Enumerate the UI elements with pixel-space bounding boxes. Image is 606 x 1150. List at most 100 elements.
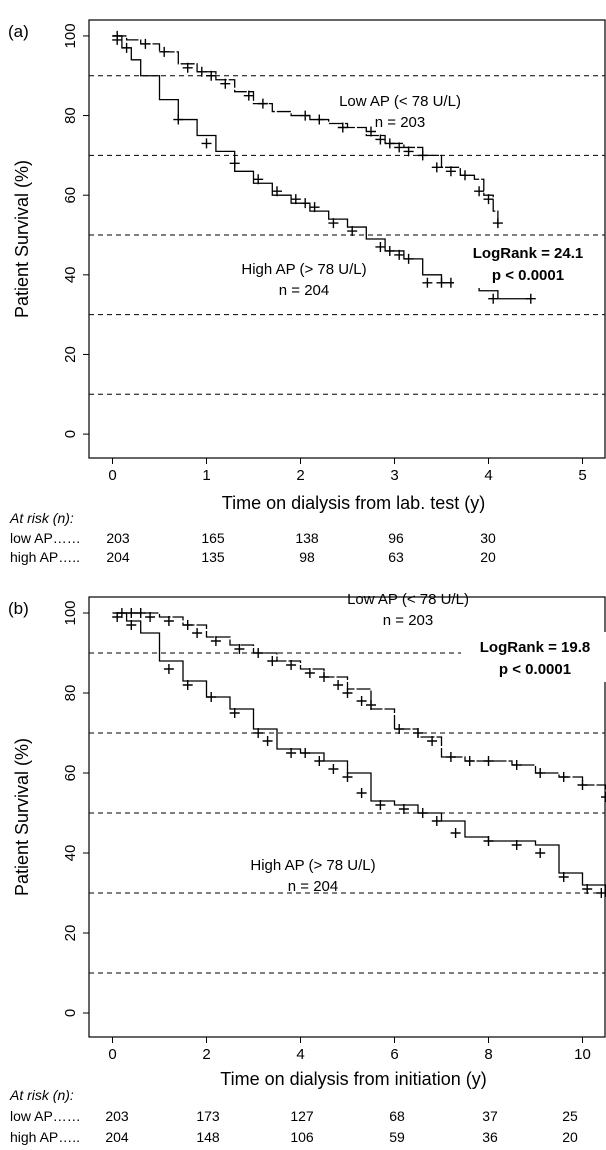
panel-a-high-ap-censor-mark [384, 245, 395, 256]
panel-a-high-ap-censor-mark [272, 186, 282, 197]
panel-a-high-ap-censor-mark [112, 34, 123, 45]
panel-b-high-ap-censor-mark [431, 816, 442, 826]
panel-b-low-ap-censor-mark [210, 636, 221, 646]
panel-b-high-ap-censor-mark [163, 664, 174, 674]
panel-a-high-ap-censor-mark [375, 241, 386, 252]
panel-b-low-ap-censor-mark [135, 608, 146, 618]
panel-b-at-risk-value: 68 [389, 1108, 405, 1124]
panel-a-xtick-label: 4 [484, 467, 492, 484]
panel-a-at-risk-title: At risk (n): [9, 510, 74, 526]
panel-b-ytick-label: 60 [62, 765, 79, 782]
panel-b-high-ap-censor-mark [182, 680, 193, 690]
panel-b-high-ap-censor-mark [450, 828, 461, 838]
panel-a-low-ap-censor-mark [403, 146, 414, 157]
panel-a-xtick-label: 3 [390, 467, 398, 484]
panel-a-low-ap-censor-mark [445, 166, 456, 177]
panel-b-high-ap-censor-mark [229, 708, 240, 718]
panel-a-at-risk-value: 30 [480, 530, 496, 546]
panel-b-low-ap-censor-mark [342, 688, 353, 698]
panel-a-low-ap-censor-mark [159, 46, 170, 57]
panel-b-high-ap-censor-mark [356, 788, 367, 798]
panel-a-low-ap-censor-mark [220, 78, 231, 89]
panel-a-xtick-label: 2 [296, 467, 304, 484]
panel-b-low-ap-censor-mark [483, 756, 494, 766]
panel-a-low-ap-censor-mark [140, 38, 151, 49]
panel-a-at-risk-value: 165 [201, 530, 225, 546]
panel-b-low-ap-censor-mark [182, 620, 193, 630]
panel-a-low-ap-censor-mark [492, 218, 503, 229]
panel-b-high-ap-survival-curve [112, 612, 606, 897]
panel-a-at-risk-value: 63 [388, 549, 404, 565]
panel-a-ytick-label: 100 [62, 23, 79, 48]
panel-b-at-risk-value: 106 [290, 1129, 314, 1145]
panel-b-high-ap-censor-mark [342, 772, 353, 782]
panel-b-low-ap-censor-mark [234, 644, 245, 654]
panel-a-high-ap-censor-mark [488, 293, 499, 304]
panel-b-at-risk-value: 36 [482, 1129, 498, 1145]
panel-a-high-ap-censor-mark [201, 138, 212, 149]
panel-a-low-ap-censor-mark [375, 134, 386, 145]
panel-a-label: (a) [8, 22, 29, 41]
panel-a-ytick-label: 40 [62, 266, 79, 283]
panel-b-low-ap-censor-mark [601, 792, 606, 802]
panel-b-high-ap-censor-mark [417, 808, 428, 818]
panel-a-at-risk-value: 98 [299, 549, 315, 565]
panel-b-high-ap-censor-mark [596, 888, 606, 898]
panel-a-high-ap-censor-mark [436, 277, 447, 288]
panel-b-low-ap-censor-mark [427, 736, 438, 746]
panel-b-y-axis-label: Patient Survival (%) [12, 738, 32, 896]
panel-b-at-risk-row-label: low AP…… [10, 1108, 81, 1124]
panel-b-frame [88, 596, 606, 1038]
panel-b-low-ap-censor-mark [304, 668, 315, 678]
panel-b-at-risk-value: 59 [389, 1129, 405, 1145]
panel-b-low-ap-censor-mark [394, 724, 405, 734]
panel-a: (a) 0 20 40 60 80 100 0 1 2 3 4 5 Patient Survival (%… [8, 19, 606, 565]
panel-b-at-risk-value: 203 [105, 1108, 129, 1124]
panel-a-high-ap-label: High AP (> 78 U/L) [241, 261, 366, 278]
panel-b-high-ap-censor-mark [300, 748, 311, 758]
panel-b-at-risk-value: 20 [562, 1129, 578, 1145]
panel-a-high-ap-censor-mark [253, 174, 264, 185]
panel-a-low-ap-n-label: n = 203 [375, 114, 425, 131]
panel-b-ytick-label: 20 [62, 925, 79, 942]
panel-a-high-ap-censor-mark [347, 226, 358, 237]
panel-b-low-ap-censor-mark [558, 772, 569, 782]
panel-b-at-risk-row-label: high AP….. [10, 1129, 80, 1145]
panel-b-high-ap-censor-mark [286, 748, 297, 758]
panel-a-x-axis-label: Time on dialysis from lab. test (y) [222, 493, 485, 513]
panel-b-at-risk-value: 204 [105, 1129, 129, 1145]
panel-a-low-ap-censor-mark [196, 66, 207, 77]
panel-a-high-ap-censor-mark [525, 293, 536, 304]
panel-a-high-ap-censor-mark [173, 114, 184, 125]
panel-b-low-ap-censor-mark [333, 680, 344, 690]
panel-a-logrank: LogRank = 24.1 [473, 245, 583, 262]
panel-a-p-value: p < 0.0001 [492, 267, 564, 284]
panel-b-high-ap-censor-mark [582, 884, 593, 894]
panel-a-low-ap-censor-mark [243, 90, 254, 101]
panel-a-ytick-label: 60 [62, 187, 79, 204]
panel-a-low-ap-censor-mark [483, 194, 494, 205]
panel-b-high-ap-censor-mark [375, 800, 386, 810]
panel-b-high-ap-censor-mark [483, 836, 494, 846]
panel-a-at-risk-value: 204 [106, 549, 130, 565]
panel-a-xtick-label: 1 [202, 467, 210, 484]
panel-a-low-ap-censor-mark [474, 186, 485, 197]
panel-b-low-ap-censor-mark [163, 616, 174, 626]
panel-b-logrank: LogRank = 19.8 [480, 639, 590, 656]
panel-a-low-ap-censor-mark [366, 126, 376, 137]
panel-b-at-risk-value: 37 [482, 1108, 498, 1124]
panel-b-low-ap-censor-mark [445, 752, 456, 762]
panel-b-low-ap-censor-mark [145, 612, 156, 622]
panel-b-high-ap-censor-mark [558, 872, 569, 882]
panel-a-at-risk-value: 138 [295, 530, 319, 546]
panel-b-high-ap-censor-mark [398, 804, 409, 814]
panel-b-high-ap-n-label: n = 204 [288, 878, 338, 895]
panel-b-ytick-label: 40 [62, 845, 79, 862]
panel-a-ytick-label: 0 [62, 430, 79, 438]
panel-b-at-risk-value: 173 [196, 1108, 220, 1124]
panel-a-high-ap-censor-mark [394, 249, 405, 260]
panel-a-y-axis-label: Patient Survival (%) [12, 160, 32, 318]
panel-a-xtick-label: 5 [578, 467, 586, 484]
panel-a-low-ap-censor-mark [337, 122, 348, 133]
